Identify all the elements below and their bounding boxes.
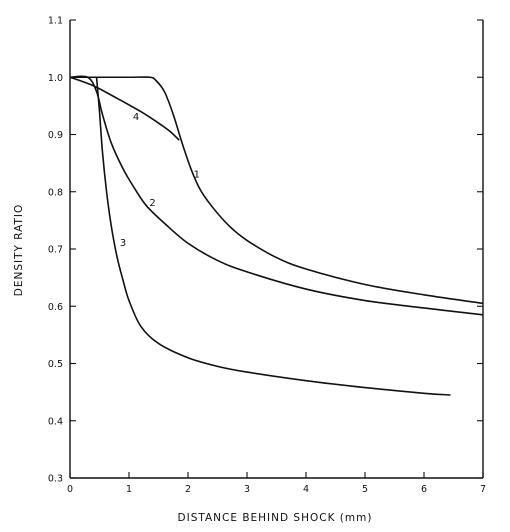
y-tick-label: 1.0 xyxy=(48,73,63,84)
x-tick-label: 3 xyxy=(244,484,250,495)
y-tick-label: 0.5 xyxy=(48,359,63,370)
x-tick-label: 2 xyxy=(185,484,191,495)
x-axis-ticks: 0 1 2 3 4 5 6 7 xyxy=(67,472,486,495)
y-tick-label: 0.9 xyxy=(48,130,63,141)
y-tick-label: 1.1 xyxy=(48,16,63,27)
x-tick-label: 4 xyxy=(303,484,309,495)
curve-3 xyxy=(95,77,451,396)
curve-label-1: 1 xyxy=(194,169,200,180)
curve-label-4: 4 xyxy=(133,112,139,123)
y-axis-ticks: 0.3 0.4 0.5 0.6 0.7 0.8 0.9 1.0 1.1 xyxy=(48,16,483,485)
curve-labels: 1 2 3 4 xyxy=(120,112,200,249)
x-tick-label: 7 xyxy=(480,484,486,495)
curve-label-3: 3 xyxy=(120,238,126,249)
curve-label-2: 2 xyxy=(149,198,155,209)
x-tick-label: 1 xyxy=(126,484,132,495)
data-curves xyxy=(69,75,484,396)
y-axis-title: DENSITY RATIO xyxy=(13,204,25,297)
y-tick-label: 0.4 xyxy=(48,416,63,427)
plot-frame xyxy=(69,20,484,479)
y-tick-label: 0.3 xyxy=(48,474,63,485)
x-tick-label: 5 xyxy=(362,484,368,495)
curve-1 xyxy=(70,76,484,305)
curve-4 xyxy=(69,76,180,141)
y-tick-label: 0.7 xyxy=(48,245,63,256)
y-tick-label: 0.8 xyxy=(48,187,63,198)
x-tick-label: 0 xyxy=(67,484,73,495)
y-tick-label: 0.6 xyxy=(48,302,63,313)
x-tick-label: 6 xyxy=(421,484,427,495)
x-axis-title: DISTANCE BEHIND SHOCK (mm) xyxy=(178,512,373,524)
